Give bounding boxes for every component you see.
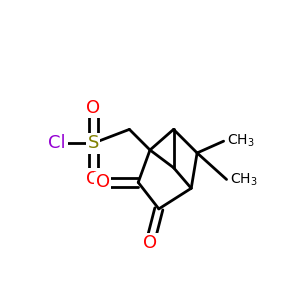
Text: CH$_3$: CH$_3$ <box>226 133 254 149</box>
Text: O: O <box>143 234 157 252</box>
Text: O: O <box>86 99 100 117</box>
Text: CH$_3$: CH$_3$ <box>230 171 257 188</box>
Text: O: O <box>86 169 100 188</box>
Text: Cl: Cl <box>48 134 66 152</box>
Text: S: S <box>88 134 99 152</box>
Text: O: O <box>96 173 110 191</box>
